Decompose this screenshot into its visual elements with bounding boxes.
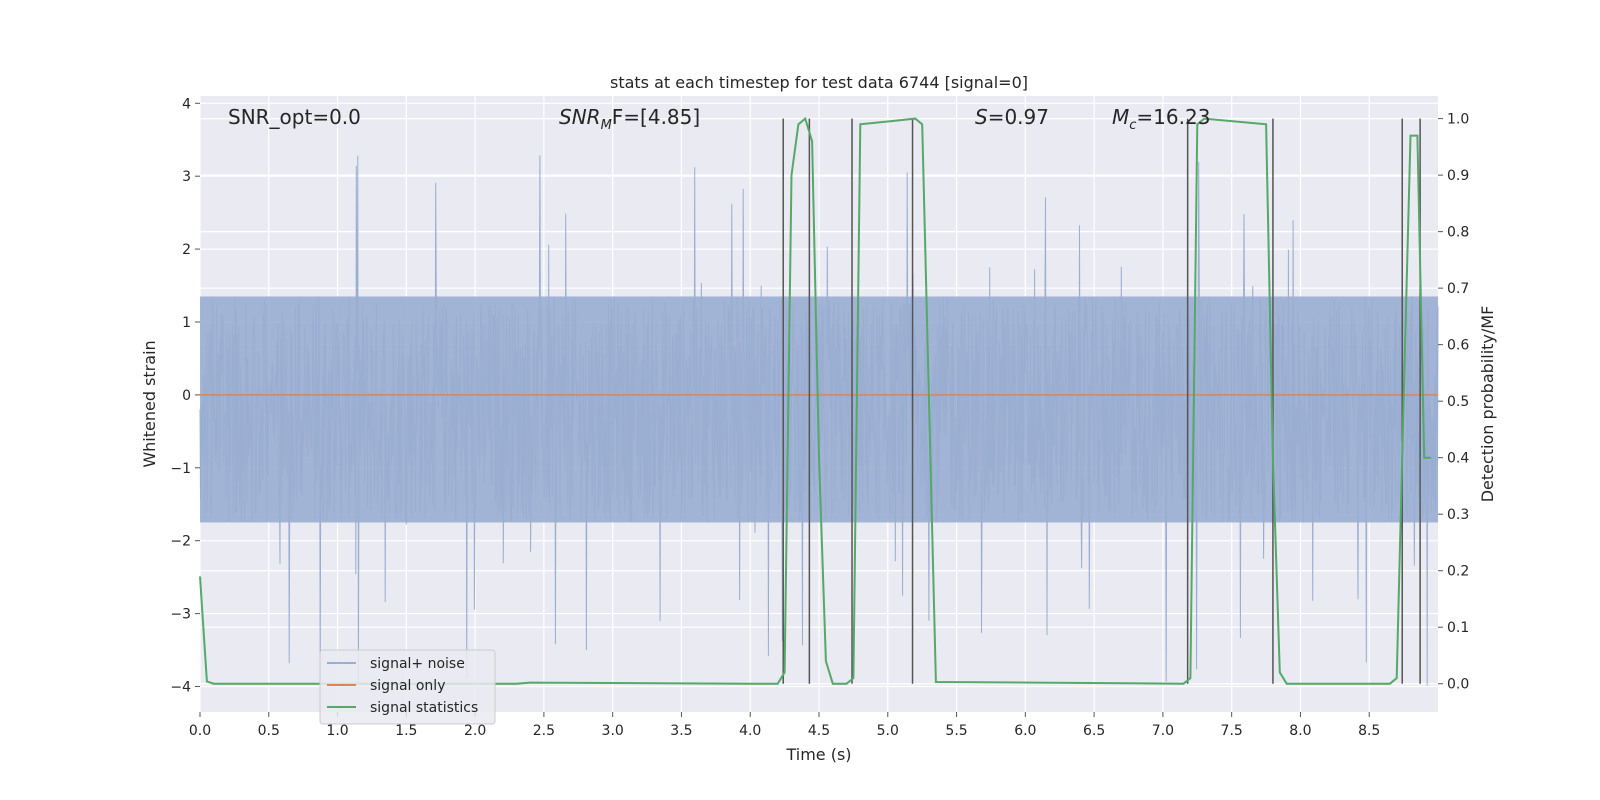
x-tick-label: 0.5	[258, 723, 280, 739]
y-right-tick-label: 0.2	[1447, 564, 1469, 580]
x-tick-label: 3.0	[602, 723, 624, 739]
y-left-tick-label: 3	[182, 169, 191, 185]
x-tick-label: 2.0	[464, 723, 486, 739]
y-left-tick-label: −4	[170, 679, 191, 695]
x-tick-label: 5.5	[945, 723, 967, 739]
x-tick-label: 8.5	[1358, 723, 1380, 739]
vertical-markers	[782, 118, 1421, 684]
annotation-mc-sub: c	[1129, 118, 1136, 133]
chart-title: stats at each timestep for test data 674…	[610, 73, 1028, 92]
y-left-tick-label: −3	[170, 607, 191, 623]
x-tick-label: 1.0	[326, 723, 348, 739]
y-left-tick-label: 2	[182, 242, 191, 258]
y-left-tick-label: 4	[182, 96, 191, 112]
y-right-tick-label: 0.8	[1447, 225, 1469, 241]
annotation-mc-name: M	[1112, 105, 1129, 129]
tick-labels: 0.0 0.5 1.0 1.5 2.0 2.5 3.0 3.5 4.0 4.5 5.0 5.5 6.0 6…	[170, 96, 1469, 739]
x-tick-label: 3.5	[670, 723, 692, 739]
legend: signal+ noise signal only signal statist…	[319, 649, 496, 725]
y-right-tick-label: 1.0	[1447, 112, 1469, 128]
signal-statistics-line	[199, 116, 1432, 685]
annotation-s: S=0.97	[975, 105, 1049, 129]
x-tick-label: 1.5	[395, 723, 417, 739]
annotation-mc-rest: =16.23	[1136, 105, 1210, 129]
x-tick-label: 4.5	[808, 723, 830, 739]
y-right-tick-label: 0.0	[1447, 677, 1469, 693]
annotations: SNR_opt=0.0 SNRMF=[4.85] S=0.97 Mc=16.23	[228, 105, 1210, 133]
y-right-tick-label: 0.9	[1447, 168, 1469, 184]
y-axis-label-right: Detection probability/MF	[1478, 306, 1497, 503]
y-left-tick-label: −1	[170, 461, 191, 477]
legend-box	[319, 649, 496, 725]
y-left-tick-label: 1	[182, 315, 191, 331]
annotation-snr-mf-name: SNR	[559, 105, 601, 129]
noise-trace	[199, 155, 1439, 687]
y-left-tick-label: −2	[170, 534, 191, 550]
x-tick-label: 4.0	[739, 723, 761, 739]
annotation-mc: Mc=16.23	[1112, 105, 1210, 133]
annotation-s-name: S	[975, 105, 988, 129]
x-tick-label: 8.0	[1289, 723, 1311, 739]
y-right-tick-label: 0.6	[1447, 338, 1469, 354]
x-tick-label: 5.0	[877, 723, 899, 739]
y-left-tick-label: 0	[182, 388, 191, 404]
annotation-s-rest: =0.97	[988, 105, 1049, 129]
annotation-snr-mf-sub: M	[601, 118, 612, 133]
y-right-tick-label: 0.4	[1447, 451, 1469, 467]
annotation-snr-opt: SNR_opt=0.0	[228, 105, 361, 129]
y-right-tick-label: 0.5	[1447, 394, 1469, 410]
legend-label-statistics: signal statistics	[370, 700, 478, 716]
x-tick-label: 6.0	[1014, 723, 1036, 739]
x-tick-label: 6.5	[1083, 723, 1105, 739]
x-tick-label: 0.0	[189, 723, 211, 739]
x-axis-label: Time (s)	[785, 745, 851, 764]
x-tick-label: 7.5	[1221, 723, 1243, 739]
x-tick-label: 7.0	[1152, 723, 1174, 739]
annotation-snr-mf: SNRMF=[4.85]	[559, 105, 700, 133]
y-right-tick-label: 0.1	[1447, 620, 1469, 636]
y-right-tick-label: 0.3	[1447, 507, 1469, 523]
y-axis-label-left: Whitened strain	[140, 340, 159, 467]
series-signal-statistics	[199, 116, 1432, 685]
legend-label-noise: signal+ noise	[370, 656, 465, 672]
legend-label-signal-only: signal only	[370, 678, 445, 694]
x-tick-label: 2.5	[533, 723, 555, 739]
y-right-tick-label: 0.7	[1447, 281, 1469, 297]
annotation-snr-mf-rest: F=[4.85]	[612, 105, 700, 129]
